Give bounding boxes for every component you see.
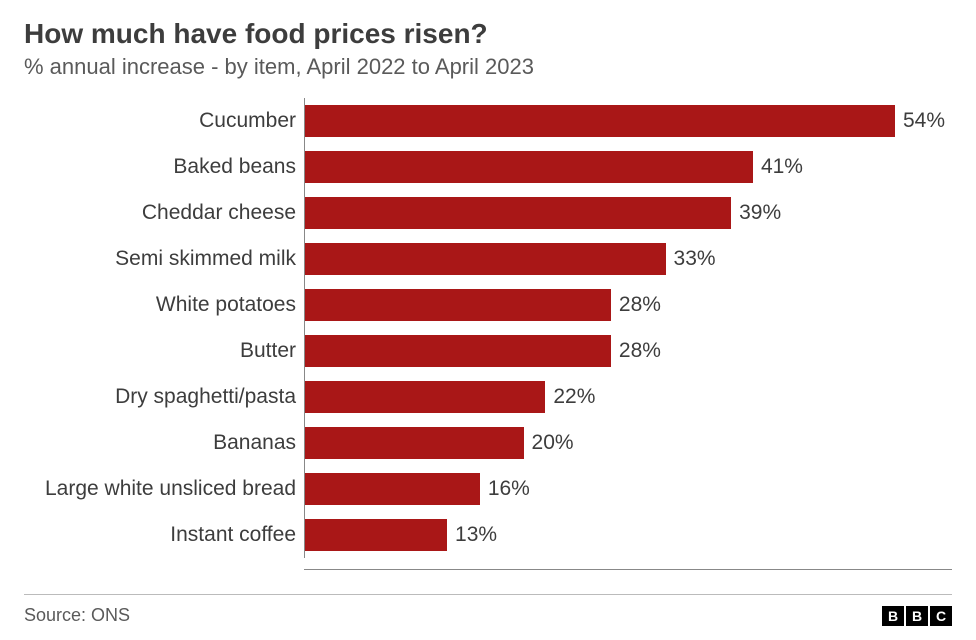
chart-subtitle: % annual increase - by item, April 2022 … — [24, 54, 952, 80]
bar-track: 54% — [304, 98, 952, 144]
bar-category-label: Cucumber — [24, 109, 304, 133]
bar-chart: Cucumber 54% Baked beans 41% Cheddar cheese 3… — [24, 98, 952, 567]
bar-row: White potatoes 28% — [24, 282, 952, 328]
bar-value-label: 54% — [903, 109, 945, 133]
source-text: Source: ONS — [24, 605, 130, 626]
bar-value-label: 28% — [619, 293, 661, 317]
bar-fill — [305, 335, 611, 367]
bar-value-label: 39% — [739, 201, 781, 225]
bar-category-label: Baked beans — [24, 155, 304, 179]
bar-fill — [305, 473, 480, 505]
bar-track: 28% — [304, 328, 952, 374]
bar-row: Baked beans 41% — [24, 144, 952, 190]
bar-row: Semi skimmed milk 33% — [24, 236, 952, 282]
bar-value-label: 20% — [532, 431, 574, 455]
bar-fill — [305, 381, 545, 413]
bar-track: 16% — [304, 466, 952, 512]
bar-row: Dry spaghetti/pasta 22% — [24, 374, 952, 420]
bar-fill — [305, 243, 666, 275]
bar-category-label: Bananas — [24, 431, 304, 455]
bar-category-label: Dry spaghetti/pasta — [24, 385, 304, 409]
chart-title: How much have food prices risen? — [24, 18, 952, 50]
bar-value-label: 22% — [553, 385, 595, 409]
bar-track: 33% — [304, 236, 952, 282]
bar-fill — [305, 427, 524, 459]
bbc-logo-block: B — [882, 606, 904, 626]
bar-value-label: 13% — [455, 523, 497, 547]
bar-fill — [305, 197, 731, 229]
bar-row: Instant coffee 13% — [24, 512, 952, 558]
bar-row: Bananas 20% — [24, 420, 952, 466]
bar-fill — [305, 105, 895, 137]
x-axis-line — [304, 569, 952, 570]
bar-track: 41% — [304, 144, 952, 190]
bar-category-label: Butter — [24, 339, 304, 363]
bar-track: 13% — [304, 512, 952, 558]
chart-footer: Source: ONS BBC — [24, 594, 952, 626]
bar-track: 39% — [304, 190, 952, 236]
bar-track: 28% — [304, 282, 952, 328]
bar-row: Cucumber 54% — [24, 98, 952, 144]
bar-category-label: Cheddar cheese — [24, 201, 304, 225]
bar-value-label: 16% — [488, 477, 530, 501]
bar-fill — [305, 151, 753, 183]
bar-category-label: White potatoes — [24, 293, 304, 317]
bar-value-label: 41% — [761, 155, 803, 179]
bar-category-label: Semi skimmed milk — [24, 247, 304, 271]
bar-row: Butter 28% — [24, 328, 952, 374]
bar-row: Cheddar cheese 39% — [24, 190, 952, 236]
bar-track: 22% — [304, 374, 952, 420]
bar-fill — [305, 289, 611, 321]
bar-category-label: Instant coffee — [24, 523, 304, 547]
bbc-logo: BBC — [882, 606, 952, 626]
bbc-logo-block: C — [930, 606, 952, 626]
bar-row: Large white unsliced bread 16% — [24, 466, 952, 512]
bbc-logo-block: B — [906, 606, 928, 626]
bar-value-label: 28% — [619, 339, 661, 363]
bar-category-label: Large white unsliced bread — [24, 477, 304, 501]
bar-track: 20% — [304, 420, 952, 466]
bar-value-label: 33% — [674, 247, 716, 271]
bar-fill — [305, 519, 447, 551]
